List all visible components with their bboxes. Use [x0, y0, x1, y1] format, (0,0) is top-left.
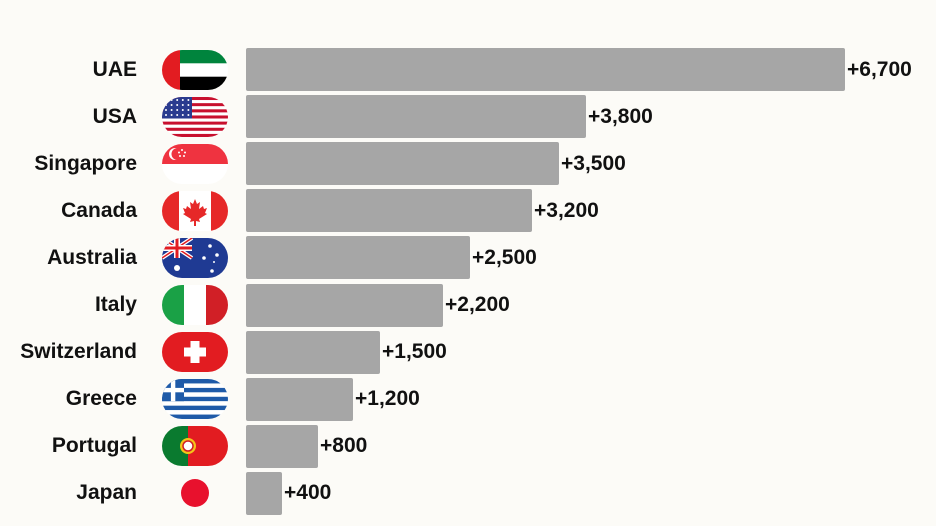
greece-flag-icon	[162, 379, 228, 420]
uae-flag-icon	[162, 49, 228, 90]
value-label: +3,800	[588, 104, 653, 128]
country-label: UAE	[92, 57, 137, 81]
country-label: Italy	[94, 293, 137, 316]
singapore-flag-icon	[162, 143, 228, 184]
canada-flag-icon	[162, 190, 228, 231]
japan-flag-icon	[162, 473, 228, 514]
country-label: Japan	[76, 481, 137, 505]
country-label: USA	[92, 104, 137, 128]
australia-flag-icon	[162, 237, 228, 278]
value-label: +2,500	[472, 245, 537, 269]
value-label: +6,700	[847, 57, 912, 81]
bar	[246, 377, 353, 421]
country-label: Portugal	[51, 434, 137, 458]
value-label: +3,200	[534, 198, 599, 222]
switzerland-flag-icon	[162, 332, 228, 373]
value-label: +1,500	[382, 340, 447, 364]
value-label: +800	[320, 434, 368, 458]
bar	[246, 95, 586, 139]
value-label: +400	[284, 481, 332, 505]
bar	[246, 142, 559, 186]
value-label: +1,200	[355, 387, 420, 411]
portugal-flag-icon	[162, 426, 228, 467]
bar	[246, 424, 318, 468]
country-label: Greece	[65, 387, 137, 411]
bar	[246, 236, 470, 280]
bar	[246, 471, 282, 515]
italy-flag-icon	[162, 285, 228, 325]
country-label: Singapore	[34, 151, 137, 175]
bar	[246, 48, 845, 91]
value-label: +2,200	[445, 293, 510, 316]
bar	[246, 330, 380, 374]
country-label: Canada	[61, 198, 137, 222]
country-label: Switzerland	[20, 340, 137, 364]
usa-flag-icon	[162, 96, 228, 137]
bar	[246, 283, 443, 327]
country-label: Australia	[47, 245, 137, 269]
bar	[246, 189, 532, 233]
value-label: +3,500	[561, 151, 626, 175]
